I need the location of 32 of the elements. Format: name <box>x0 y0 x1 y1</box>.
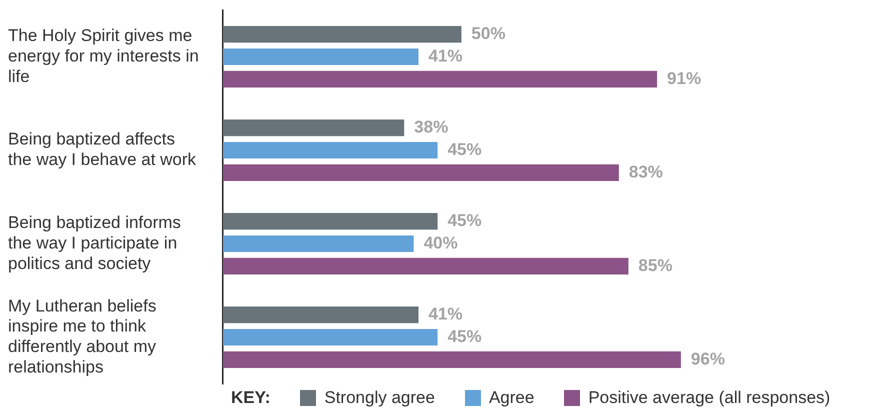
data-label: 40% <box>424 233 458 252</box>
bar <box>222 258 628 274</box>
y-tick-label: The Holy Spirit gives me energy for my interests in life <box>8 26 199 86</box>
bar <box>222 328 438 346</box>
bar <box>222 306 418 324</box>
bar <box>222 164 619 181</box>
bar <box>222 48 418 66</box>
bar <box>222 142 438 159</box>
bar <box>222 120 404 136</box>
data-label: 83% <box>628 162 663 182</box>
bar <box>222 70 658 88</box>
data-label: 38% <box>414 117 448 136</box>
legend-label: Agree <box>488 388 534 408</box>
bar <box>222 235 414 252</box>
data-label: 45% <box>448 210 482 230</box>
legend-label: Positive average (all responses) <box>588 388 830 408</box>
legend-label: Strongly agree <box>324 388 435 408</box>
data-label: 45% <box>448 326 482 346</box>
data-label: 41% <box>428 46 463 66</box>
data-label: 91% <box>667 68 702 88</box>
data-label: 85% <box>638 256 672 275</box>
y-tick-label: Being baptized affects the way I behave at work <box>8 130 197 170</box>
data-label: 50% <box>471 24 506 43</box>
data-label: 41% <box>428 304 463 324</box>
bar <box>222 351 681 368</box>
y-tick-label: Being baptized informs the way I participate in politics and society <box>8 213 181 273</box>
data-label: 96% <box>690 349 725 368</box>
legend-title: KEY: <box>231 388 270 408</box>
bar <box>222 26 462 43</box>
bar <box>222 213 438 230</box>
data-label: 45% <box>448 140 482 159</box>
y-tick-label: My Lutheran beliefs inspire me to think differently about my relationships <box>8 296 157 377</box>
